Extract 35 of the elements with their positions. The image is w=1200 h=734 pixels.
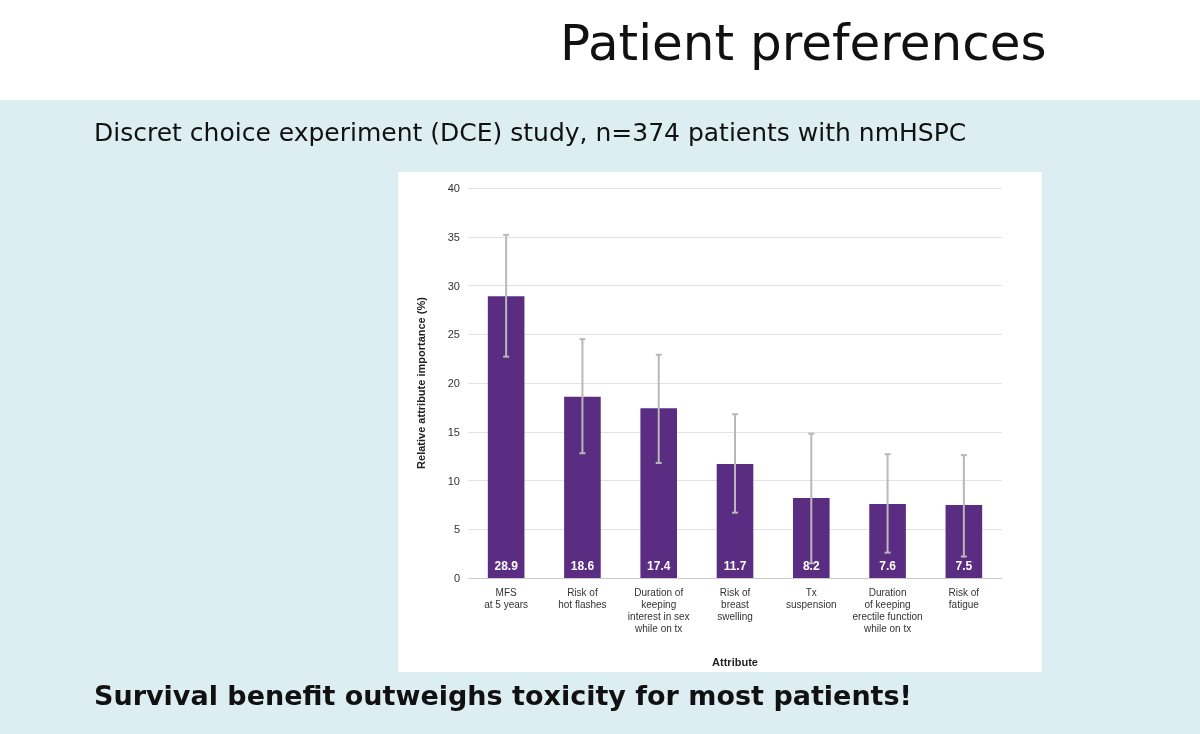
y-tick-label: 5	[453, 523, 460, 536]
y-tick-label: 40	[447, 182, 460, 194]
data-label: 18.6	[570, 559, 595, 573]
y-tick-label: 20	[447, 377, 460, 389]
x-tick-label: Tx suspension	[785, 586, 837, 610]
x-axis-title: Attribute	[712, 655, 758, 668]
y-tick-label: 25	[447, 328, 460, 341]
x-tick-label: Duration of keeping interest in sex while on tx	[627, 586, 690, 634]
x-tick-label: Risk of fatigue	[948, 586, 980, 610]
y-tick-label: 35	[447, 230, 460, 243]
x-tick-label: Duration of keeping erectile function while on tx	[852, 586, 923, 634]
y-tick-label: 10	[447, 474, 460, 487]
x-tick-label: Risk of breast swelling	[717, 586, 753, 622]
bar	[945, 504, 983, 578]
data-label: 7.5	[955, 559, 973, 573]
data-label: 28.9	[494, 559, 519, 573]
chart-title: Patient preferences	[560, 14, 1047, 72]
bar	[792, 498, 830, 578]
bar	[487, 296, 525, 578]
bar	[716, 463, 754, 578]
text: Survival benefit outweighs toxicity for most patients!	[94, 680, 912, 711]
y-tick-label: 30	[447, 279, 460, 292]
data-label: 11.7	[723, 559, 747, 573]
y-tick-label: 15	[447, 425, 460, 438]
chart-subtitle: Discret choice experiment (DCE) study, n=374 patients with nmHSPC	[94, 118, 967, 147]
bar	[640, 408, 678, 578]
y-tick-label: 0	[453, 572, 460, 584]
bar	[564, 396, 601, 578]
data-label: 7.6	[879, 559, 897, 573]
data-label: 8.2	[802, 559, 820, 573]
data-label: 17.4	[647, 559, 671, 573]
y-axis-title: Relative attribute importance (%)	[414, 296, 427, 469]
x-tick-label: MFS at 5 years	[484, 586, 529, 610]
bar	[869, 503, 906, 578]
x-tick-label: Risk of hot flashes	[558, 586, 607, 610]
